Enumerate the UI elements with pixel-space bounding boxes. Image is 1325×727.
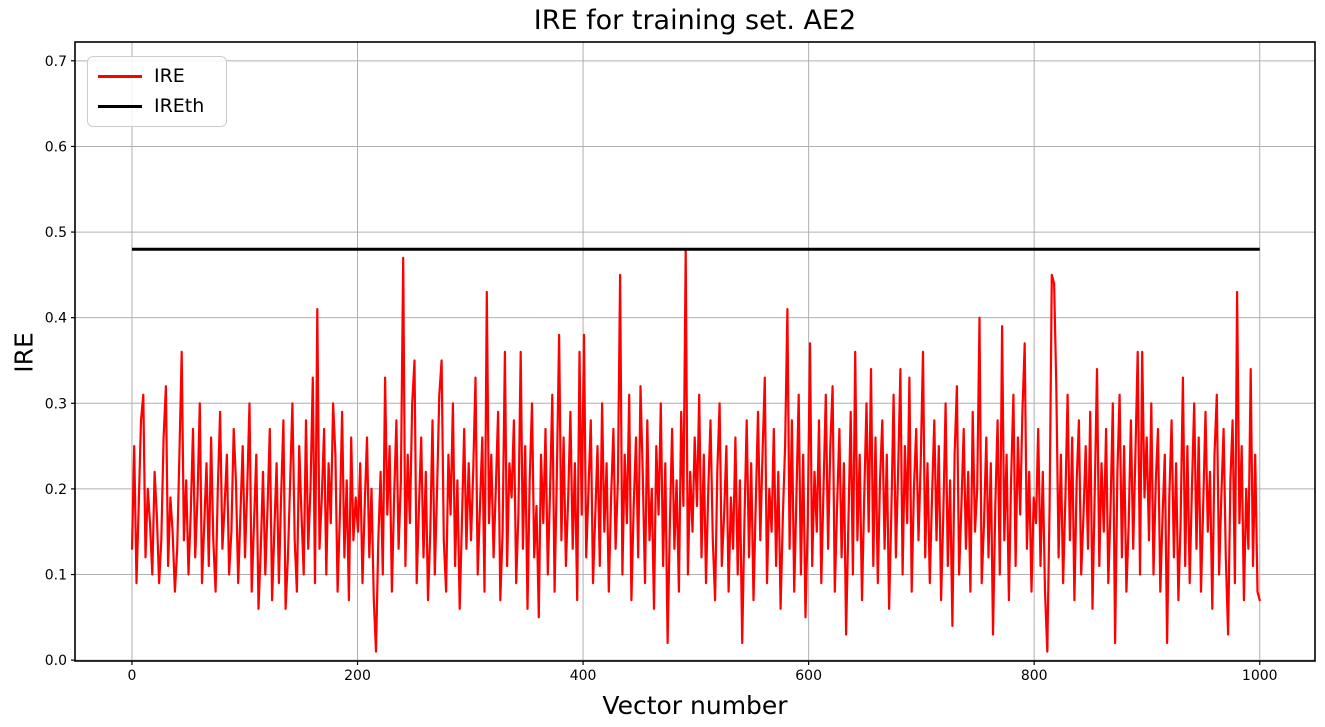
x-tick-label: 0 [127, 668, 136, 684]
y-tick-label: 0.3 [45, 396, 67, 412]
legend-label-ireth: IREth [154, 95, 205, 117]
ire-series-line [130, 248, 1261, 653]
y-tick-label: 0.4 [45, 311, 67, 327]
ire-line-sample-icon [98, 75, 142, 78]
x-tick-label: 200 [344, 668, 371, 684]
legend-item-ire: IRE [98, 66, 216, 87]
x-axis-label: Vector number [602, 691, 788, 720]
y-tick-label: 0.0 [45, 653, 67, 669]
legend-label-ire: IRE [154, 65, 185, 87]
plot-area: 0 200 400 600 800 1000 0.0 0.1 0.2 0.3 0.4 0.5 0.6 0.… [45, 41, 1316, 684]
y-tick-label: 0.5 [45, 225, 67, 241]
y-tick-label: 0.6 [45, 139, 67, 155]
x-tick-label: 800 [1021, 668, 1048, 684]
legend-item-ireth: IREth [98, 96, 216, 117]
y-tick-label: 0.7 [45, 54, 67, 70]
chart-title: IRE for training set. AE2 [533, 5, 857, 36]
plot-frame [74, 41, 1316, 662]
y-tick-label: 0.2 [45, 482, 67, 498]
x-tick-label: 1000 [1242, 668, 1278, 684]
y-axis-label: IRE [9, 332, 39, 373]
ireth-line-sample-icon [98, 105, 142, 108]
y-tick-label: 0.1 [45, 568, 67, 584]
legend: IRE IREth [87, 56, 227, 127]
x-tick-label: 600 [795, 668, 822, 684]
x-tick-label: 400 [570, 668, 597, 684]
